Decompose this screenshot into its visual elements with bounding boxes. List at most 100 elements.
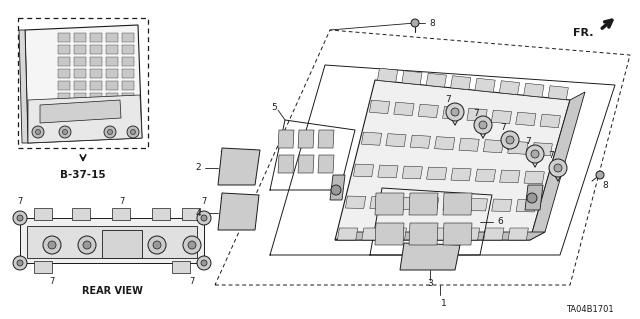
Circle shape — [13, 211, 27, 225]
Circle shape — [554, 164, 562, 172]
Text: 3: 3 — [427, 279, 433, 288]
Text: 5: 5 — [271, 102, 277, 112]
Text: 7: 7 — [17, 197, 22, 206]
Polygon shape — [484, 228, 504, 240]
Polygon shape — [467, 108, 487, 122]
Polygon shape — [460, 228, 479, 240]
Polygon shape — [524, 171, 545, 184]
Text: 7: 7 — [49, 277, 54, 286]
Circle shape — [188, 241, 196, 249]
Circle shape — [411, 19, 419, 27]
Polygon shape — [409, 223, 438, 245]
Polygon shape — [369, 100, 390, 114]
Circle shape — [104, 126, 116, 138]
Text: 6: 6 — [497, 218, 503, 226]
Polygon shape — [58, 69, 70, 78]
Polygon shape — [400, 243, 460, 270]
Polygon shape — [106, 57, 118, 66]
Polygon shape — [443, 193, 472, 215]
Polygon shape — [335, 80, 570, 240]
Polygon shape — [278, 155, 294, 173]
Text: B-37-15: B-37-15 — [60, 170, 106, 180]
Text: 7: 7 — [525, 137, 531, 145]
Polygon shape — [90, 69, 102, 78]
Polygon shape — [508, 141, 528, 154]
Polygon shape — [346, 196, 365, 208]
Polygon shape — [74, 81, 86, 90]
Polygon shape — [74, 45, 86, 54]
Polygon shape — [375, 223, 404, 245]
Polygon shape — [90, 81, 102, 90]
Circle shape — [148, 236, 166, 254]
Circle shape — [197, 211, 211, 225]
Text: FR.: FR. — [573, 28, 594, 38]
Polygon shape — [540, 114, 561, 128]
Polygon shape — [443, 223, 472, 245]
Polygon shape — [90, 33, 102, 42]
Text: 8: 8 — [602, 181, 608, 189]
Circle shape — [43, 236, 61, 254]
Polygon shape — [386, 228, 406, 240]
Polygon shape — [19, 30, 28, 143]
Polygon shape — [330, 175, 345, 200]
Polygon shape — [172, 261, 190, 273]
Circle shape — [479, 121, 487, 129]
Circle shape — [527, 193, 537, 203]
Polygon shape — [418, 104, 438, 118]
Polygon shape — [106, 33, 118, 42]
Polygon shape — [106, 69, 118, 78]
Text: 7: 7 — [473, 108, 479, 117]
Circle shape — [131, 130, 136, 135]
Circle shape — [596, 171, 604, 179]
Text: 7: 7 — [202, 197, 207, 206]
Circle shape — [78, 236, 96, 254]
Polygon shape — [298, 130, 314, 148]
Polygon shape — [475, 78, 495, 92]
Polygon shape — [20, 218, 204, 263]
Polygon shape — [394, 102, 414, 116]
Polygon shape — [524, 83, 544, 97]
Circle shape — [153, 241, 161, 249]
Polygon shape — [152, 208, 170, 220]
Polygon shape — [58, 93, 70, 102]
Polygon shape — [25, 25, 142, 143]
Polygon shape — [122, 57, 134, 66]
Polygon shape — [443, 106, 463, 120]
Polygon shape — [409, 193, 438, 215]
Polygon shape — [102, 230, 142, 258]
Text: 4: 4 — [195, 209, 201, 218]
Polygon shape — [443, 198, 463, 211]
Polygon shape — [106, 45, 118, 54]
Circle shape — [197, 256, 211, 270]
Circle shape — [526, 145, 544, 163]
Circle shape — [32, 126, 44, 138]
Polygon shape — [375, 193, 404, 215]
Polygon shape — [112, 208, 130, 220]
Polygon shape — [72, 208, 90, 220]
Polygon shape — [90, 45, 102, 54]
Polygon shape — [386, 134, 406, 147]
Circle shape — [59, 126, 71, 138]
Polygon shape — [28, 95, 142, 143]
Polygon shape — [459, 138, 479, 151]
Polygon shape — [370, 197, 390, 209]
Circle shape — [501, 131, 519, 149]
Polygon shape — [58, 57, 70, 66]
Polygon shape — [500, 170, 520, 183]
Polygon shape — [362, 228, 382, 240]
Circle shape — [506, 136, 514, 144]
Circle shape — [201, 215, 207, 221]
Text: TA04B1701: TA04B1701 — [566, 306, 614, 315]
Polygon shape — [318, 130, 334, 148]
Polygon shape — [435, 137, 455, 150]
Polygon shape — [122, 81, 134, 90]
Text: 7: 7 — [119, 197, 125, 206]
Polygon shape — [298, 155, 314, 173]
Polygon shape — [516, 112, 536, 126]
Polygon shape — [508, 228, 529, 240]
Polygon shape — [90, 93, 102, 102]
Text: 7: 7 — [500, 123, 506, 132]
Polygon shape — [451, 168, 471, 181]
Polygon shape — [58, 45, 70, 54]
Polygon shape — [278, 130, 294, 148]
